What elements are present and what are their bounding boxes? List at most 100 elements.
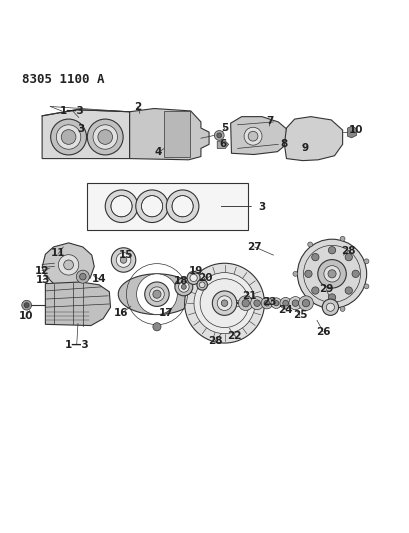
Circle shape	[98, 130, 112, 144]
Circle shape	[189, 274, 197, 281]
Circle shape	[61, 130, 76, 144]
Text: 2: 2	[134, 102, 141, 112]
Circle shape	[51, 119, 86, 155]
Circle shape	[22, 300, 31, 310]
Text: 25: 25	[292, 310, 306, 320]
Polygon shape	[284, 117, 342, 160]
Text: 21: 21	[242, 291, 256, 301]
Circle shape	[292, 300, 298, 306]
Text: 27: 27	[247, 242, 261, 252]
Circle shape	[144, 282, 169, 306]
Circle shape	[253, 300, 260, 306]
Text: 13: 13	[36, 274, 50, 285]
Circle shape	[298, 296, 312, 311]
Text: 10: 10	[18, 311, 33, 321]
Circle shape	[327, 270, 335, 278]
Text: 7: 7	[266, 116, 273, 126]
Circle shape	[273, 301, 278, 306]
Circle shape	[250, 297, 263, 310]
Circle shape	[238, 296, 252, 311]
Text: 18: 18	[173, 276, 187, 286]
Circle shape	[216, 133, 221, 138]
Circle shape	[307, 242, 312, 247]
Circle shape	[363, 259, 368, 264]
Circle shape	[181, 285, 186, 289]
Circle shape	[187, 271, 200, 285]
Circle shape	[261, 297, 272, 309]
Text: 5: 5	[220, 123, 228, 133]
Circle shape	[270, 298, 281, 309]
Circle shape	[311, 287, 318, 294]
Circle shape	[172, 196, 193, 217]
Circle shape	[24, 303, 29, 308]
Text: 3: 3	[258, 202, 265, 212]
Circle shape	[304, 270, 311, 278]
Circle shape	[323, 265, 339, 282]
Text: 6: 6	[219, 139, 227, 149]
Circle shape	[301, 300, 309, 307]
Circle shape	[116, 253, 130, 268]
Text: 12: 12	[35, 265, 49, 276]
Circle shape	[297, 239, 366, 309]
Circle shape	[288, 297, 301, 310]
Text: 28: 28	[207, 336, 222, 345]
Text: 28: 28	[340, 246, 355, 256]
Circle shape	[184, 263, 264, 343]
Polygon shape	[42, 243, 94, 287]
Circle shape	[243, 127, 261, 145]
Polygon shape	[217, 141, 228, 148]
Circle shape	[153, 290, 161, 298]
Text: 1—3: 1—3	[64, 340, 89, 350]
Circle shape	[149, 287, 164, 302]
Text: 10: 10	[348, 125, 362, 135]
Text: 8305 1100 A: 8305 1100 A	[22, 73, 104, 86]
Circle shape	[339, 306, 344, 311]
Circle shape	[93, 125, 117, 149]
Text: 29: 29	[318, 284, 333, 294]
Circle shape	[311, 254, 318, 261]
Text: 16: 16	[114, 308, 128, 318]
Polygon shape	[347, 126, 355, 138]
Circle shape	[326, 303, 334, 311]
Circle shape	[166, 190, 198, 222]
Circle shape	[339, 236, 344, 241]
Circle shape	[63, 260, 73, 270]
Text: 22: 22	[227, 331, 241, 341]
Circle shape	[263, 300, 269, 306]
Circle shape	[136, 274, 177, 314]
Polygon shape	[230, 117, 286, 155]
Text: 14: 14	[92, 274, 106, 284]
Circle shape	[344, 287, 352, 294]
Polygon shape	[118, 274, 195, 314]
Circle shape	[279, 297, 291, 309]
Text: 15: 15	[118, 250, 133, 260]
Circle shape	[105, 190, 137, 222]
Polygon shape	[42, 110, 129, 159]
Circle shape	[153, 322, 161, 331]
Polygon shape	[164, 111, 189, 157]
Circle shape	[344, 254, 352, 261]
Circle shape	[212, 291, 236, 316]
Circle shape	[214, 131, 224, 140]
Circle shape	[292, 271, 297, 276]
Circle shape	[317, 260, 346, 288]
Circle shape	[199, 282, 204, 288]
Text: 17: 17	[159, 308, 173, 318]
Circle shape	[221, 300, 227, 306]
Circle shape	[87, 119, 123, 155]
Circle shape	[321, 299, 338, 316]
Circle shape	[141, 196, 162, 217]
Circle shape	[217, 296, 231, 311]
Circle shape	[193, 272, 254, 334]
Circle shape	[58, 255, 79, 275]
Circle shape	[351, 270, 358, 278]
Circle shape	[111, 196, 132, 217]
Circle shape	[241, 300, 249, 307]
Circle shape	[247, 131, 257, 141]
Circle shape	[328, 247, 335, 254]
Circle shape	[175, 278, 192, 296]
Text: 19: 19	[189, 265, 203, 276]
Text: 23: 23	[261, 297, 276, 308]
Circle shape	[282, 300, 288, 306]
Circle shape	[120, 257, 126, 263]
